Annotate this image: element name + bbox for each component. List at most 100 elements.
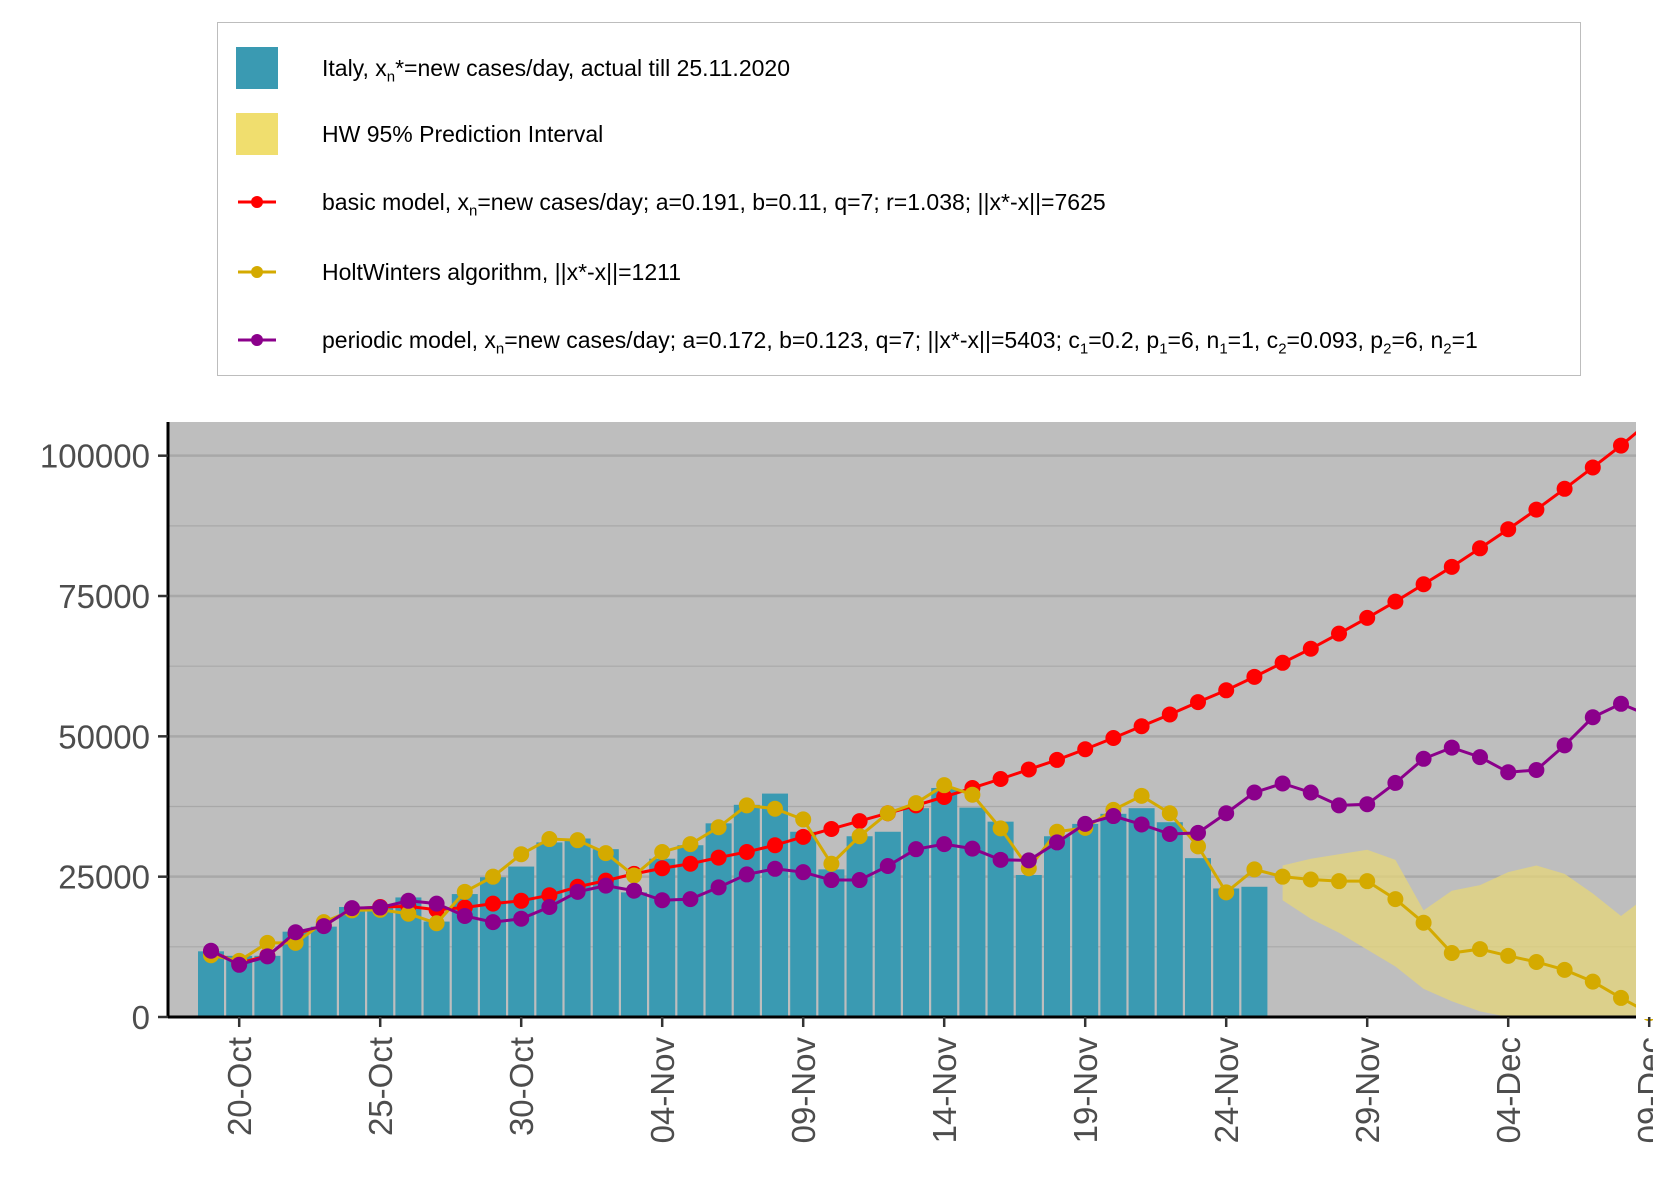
series-point: [710, 849, 727, 866]
legend-text: basic model, x: [322, 189, 470, 215]
x-tick-label: 09-Dec: [1631, 1037, 1653, 1143]
series-point: [1302, 640, 1319, 657]
bar: [508, 866, 535, 1017]
legend-item: HoltWinters algorithm, ||x*-x||=1211: [236, 251, 1566, 301]
bar: [254, 955, 281, 1017]
legend-subscript: n: [469, 202, 478, 220]
legend-subscript: 1: [1219, 340, 1228, 358]
y-tick-label: 50000: [58, 718, 150, 755]
bar: [1044, 836, 1070, 1017]
x-tick-label: 29-Nov: [1349, 1037, 1386, 1144]
series-point: [654, 892, 671, 909]
legend-key: [236, 181, 278, 223]
series-point: [1415, 750, 1432, 767]
series-point: [1415, 576, 1432, 593]
series-point: [1613, 437, 1629, 454]
bar: [1156, 822, 1183, 1017]
x-tick-label: 14-Nov: [926, 1037, 963, 1144]
bar: [931, 787, 958, 1017]
bar: [790, 831, 817, 1017]
bar: [423, 921, 450, 1017]
series-point: [1613, 989, 1629, 1006]
legend-text: Italy, x: [322, 55, 387, 81]
series-point: [964, 786, 981, 803]
legend-text: =new cases/day; a=0.191, b=0.11, q=7; r=…: [477, 189, 1106, 215]
series-point: [1274, 868, 1291, 885]
series-point: [1105, 730, 1122, 747]
series-point: [823, 872, 840, 889]
series-point: [1415, 914, 1432, 931]
series-point: [1190, 694, 1206, 711]
series-point: [1246, 668, 1263, 685]
series-point: [1049, 834, 1065, 851]
series-point: [456, 883, 473, 900]
legend-subscript: 1: [1079, 340, 1089, 358]
series-point: [1528, 762, 1545, 779]
legend-text: =6, n: [1167, 327, 1220, 353]
series-point: [1443, 945, 1460, 962]
series-point: [823, 820, 840, 837]
series-point: [1218, 682, 1235, 699]
series-point: [851, 872, 868, 889]
series-point: [287, 924, 304, 941]
series-point: [908, 795, 924, 812]
y-tick-label: 0: [132, 999, 150, 1036]
series-point: [992, 771, 1009, 787]
legend-text: =new cases/day; a=0.172, b=0.123, q=7; |…: [504, 327, 1080, 353]
legend-text: HW 95% Prediction Interval: [322, 121, 604, 147]
series-point: [1584, 973, 1601, 990]
series-point: [485, 914, 501, 931]
x-tick-label: 04-Nov: [644, 1037, 681, 1144]
series-point: [1528, 953, 1545, 970]
series-point: [541, 887, 558, 904]
series-point: [626, 867, 642, 884]
legend-text: =0.2, p: [1088, 327, 1160, 353]
series-point: [315, 918, 332, 935]
series-point: [1049, 751, 1065, 768]
legend-key: [236, 251, 278, 293]
series-point: [541, 831, 558, 848]
y-tick-label: 25000: [58, 859, 150, 896]
bar: [762, 793, 788, 1017]
series-point: [1133, 787, 1150, 804]
bar: [1100, 813, 1127, 1017]
series-point: [428, 895, 445, 912]
series-point: [738, 843, 755, 860]
series-point: [908, 841, 924, 858]
legend-key: [236, 47, 278, 89]
series-point: [1302, 784, 1319, 801]
series-point: [1161, 805, 1178, 822]
bar: [621, 892, 647, 1017]
y-tick-label: 75000: [58, 578, 150, 615]
bar: [1241, 886, 1268, 1017]
bar: [987, 821, 1014, 1017]
series-point: [1359, 873, 1376, 890]
series-point: [710, 879, 727, 896]
legend-text: *=new cases/day, actual till 25.11.2020: [395, 55, 790, 81]
series-point: [1246, 784, 1263, 801]
series-point: [1556, 961, 1573, 978]
series-point: [513, 892, 530, 909]
series-point: [795, 864, 812, 881]
legend-label: HoltWinters algorithm, ||x*-x||=1211: [322, 259, 681, 286]
x-tick-label: 25-Oct: [362, 1037, 399, 1136]
series-point: [1387, 774, 1404, 791]
series-point: [851, 828, 868, 845]
series-point: [259, 934, 276, 951]
legend-item: Italy, xn*=new cases/day, actual till 25…: [236, 47, 1566, 97]
series-point: [1218, 884, 1235, 901]
bar: [1072, 823, 1099, 1017]
legend-text: =6, n: [1391, 327, 1444, 353]
legend-item: basic model, xn=new cases/day; a=0.191, …: [236, 181, 1566, 231]
series-point: [231, 956, 248, 973]
y-tick-label: 100000: [40, 438, 150, 475]
series-point: [569, 883, 586, 900]
series-point: [1387, 891, 1404, 908]
series-point: [936, 788, 953, 805]
series-point: [569, 832, 586, 849]
series-point: [654, 860, 671, 877]
series-point: [1246, 861, 1263, 878]
bar: [339, 906, 365, 1017]
series-point: [400, 905, 417, 922]
series-point: [1500, 521, 1517, 538]
